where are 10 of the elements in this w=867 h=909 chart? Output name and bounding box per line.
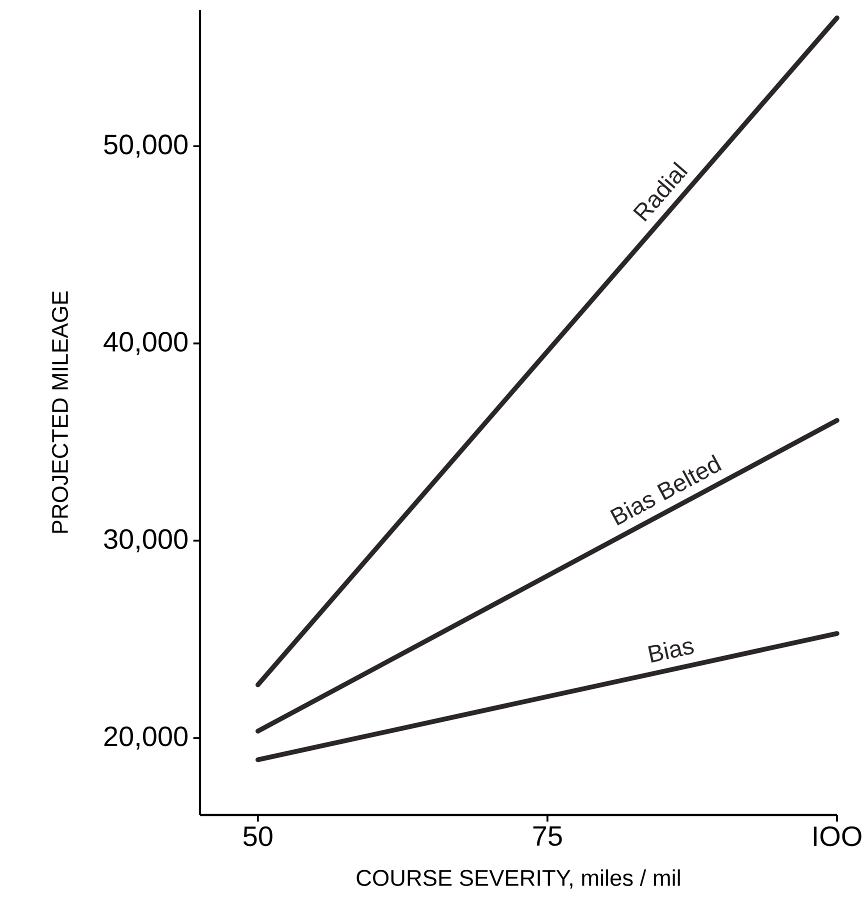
y-axis-title: PROJECTED MILEAGE [52, 291, 68, 533]
y-tick-label: 20,000 [104, 726, 188, 750]
x-tick-label: 75 [533, 826, 562, 846]
text: Bias [648, 642, 694, 663]
x-tick-label: IOO [814, 826, 862, 846]
x-tick-label: 50 [243, 826, 272, 846]
x-axis-title: COURSE SEVERITY, miles / mil [356, 869, 680, 889]
y-tick-label: 30,000 [104, 529, 188, 552]
y-tick-label: 50,000 [104, 134, 188, 158]
y-tick-label: 40,000 [104, 332, 188, 355]
